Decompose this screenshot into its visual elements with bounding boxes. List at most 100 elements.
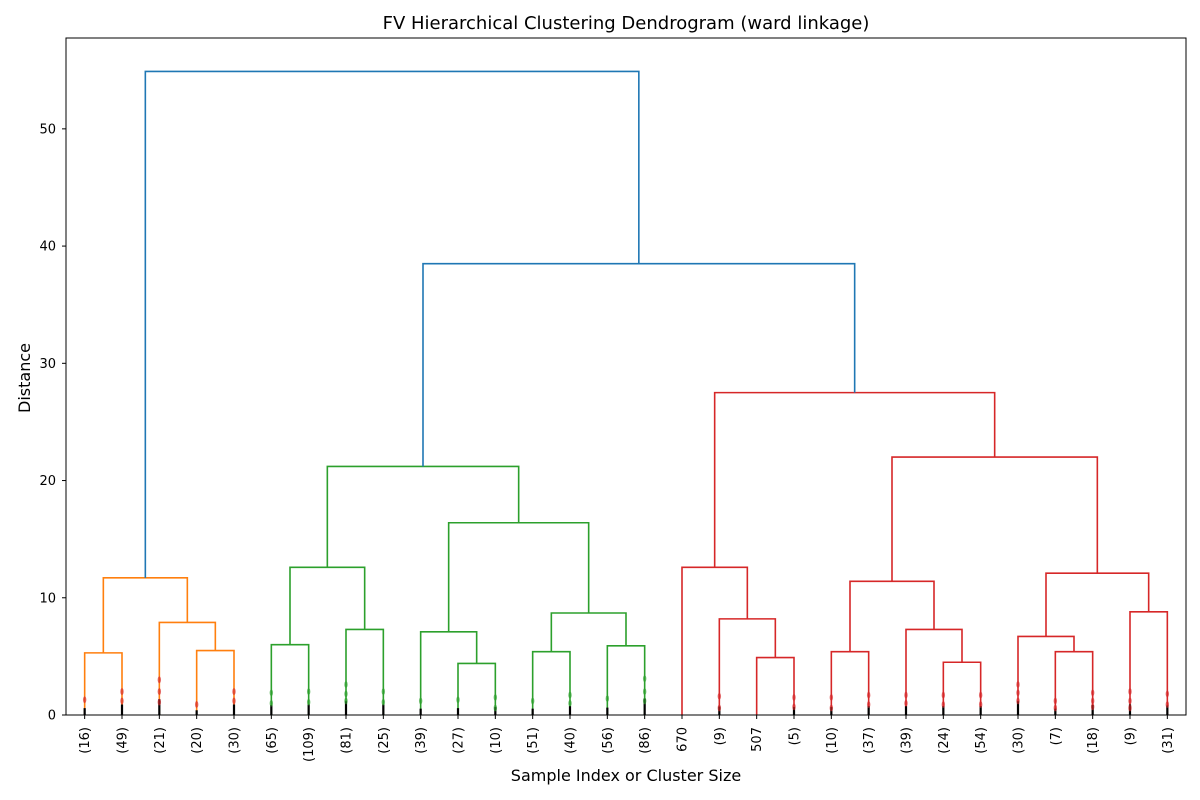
leaf-point-15-1 (642, 688, 647, 695)
leaf-label-15: (86) (638, 727, 653, 754)
leaf-point-29-1 (1165, 690, 1170, 698)
dendrogram-link-26 (713, 391, 996, 568)
leaf-label-29: (31) (1161, 727, 1176, 754)
leaf-label-11: (10) (489, 727, 504, 754)
leaf-point-26-1 (1053, 697, 1058, 705)
dendrogram-link-23 (1129, 611, 1169, 715)
leaf-label-0: (16) (78, 727, 93, 754)
dendrogram-link-10 (606, 645, 646, 715)
dendrogram-link-17 (830, 650, 870, 715)
leaf-point-13-1 (568, 691, 572, 699)
plot-frame (65, 37, 1187, 716)
dendrogram-links (83, 70, 1169, 715)
leaf-label-8: (25) (377, 727, 392, 754)
leaf-point-27-0 (1090, 703, 1095, 711)
dendrogram-link-25 (891, 456, 1099, 582)
leaf-point-28-0 (1128, 704, 1132, 712)
dendrogram-link-18 (942, 661, 982, 715)
leaf-label-10: (27) (452, 727, 467, 754)
leaf-label-3: (20) (190, 727, 205, 754)
y-tick-label-40: 40 (39, 240, 56, 255)
leaf-point-6-1 (306, 688, 311, 695)
y-axis-ticks: 0 10 20 30 40 50 (39, 122, 66, 724)
leaf-label-13: (40) (564, 727, 579, 754)
y-tick-label-20: 20 (39, 474, 56, 489)
leaf-point-19-1 (792, 694, 796, 701)
dendrogram-link-24 (1045, 572, 1150, 637)
plot-area: 0 10 20 30 40 50 (16) (49) (21) (20) (30) (65) (109… (39, 37, 1187, 762)
leaf-point-10-0 (456, 696, 460, 704)
dendrogram-link-15 (718, 618, 777, 715)
leaf-point-27-1 (1090, 697, 1095, 705)
dendrogram-link-22 (1017, 635, 1075, 715)
leaf-point-1-0 (120, 697, 124, 705)
leaf-point-2-2 (157, 676, 162, 684)
dendrogram-link-4 (270, 643, 310, 715)
dendrogram-link-16 (681, 566, 749, 715)
dendrogram-link-6 (289, 566, 366, 645)
leaf-point-24-0 (978, 701, 983, 708)
leaf-label-26: (7) (1049, 727, 1064, 745)
dendrogram-link-9 (531, 650, 571, 715)
leaf-label-2: (21) (153, 727, 168, 754)
y-tick-label-10: 10 (39, 591, 56, 606)
leaf-label-23: (24) (937, 727, 952, 754)
leaf-label-7: (81) (340, 727, 355, 754)
leaf-label-17: (9) (713, 727, 728, 745)
leaf-point-marks (82, 675, 1170, 715)
leaf-point-28-1 (1128, 697, 1132, 705)
leaf-point-23-1 (941, 691, 946, 699)
leaf-point-7-2 (344, 681, 348, 688)
y-tick-label-30: 30 (39, 357, 56, 372)
leaf-point-11-1 (493, 694, 498, 701)
leaf-point-11-0 (493, 704, 498, 712)
leaf-point-25-0 (1016, 697, 1020, 705)
leaf-point-4-0 (232, 697, 236, 705)
leaf-label-21: (37) (862, 727, 877, 754)
leaf-point-26-0 (1053, 704, 1058, 712)
leaf-point-24-1 (978, 691, 983, 699)
dendrogram-link-7 (457, 662, 497, 715)
leaf-label-1: (49) (116, 727, 131, 754)
leaf-point-29-0 (1165, 701, 1170, 708)
leaf-point-7-1 (344, 690, 348, 698)
y-tick-label-50: 50 (39, 122, 56, 137)
leaf-point-13-0 (568, 699, 572, 707)
leaf-point-15-0 (642, 697, 647, 705)
dendrogram-link-3 (102, 577, 189, 653)
dendrogram-link-28 (144, 70, 640, 578)
leaf-point-22-1 (904, 691, 908, 699)
leaf-point-17-1 (717, 692, 722, 700)
leaf-point-17-0 (717, 704, 722, 712)
leaf-point-15-2 (642, 675, 647, 683)
leaf-label-25: (30) (1012, 727, 1027, 754)
dendrogram-link-14 (755, 656, 795, 715)
dendrogram-link-20 (849, 580, 935, 652)
leaf-label-24: (54) (974, 727, 989, 754)
dendrogram-link-8 (419, 630, 478, 715)
leaf-label-6: (109) (302, 727, 317, 762)
leaf-label-28: (9) (1124, 727, 1139, 745)
dendrogram-link-2 (158, 621, 217, 715)
leaf-label-12: (51) (526, 727, 541, 754)
leaf-point-2-0 (157, 698, 162, 706)
chart-title: FV Hierarchical Clustering Dendrogram (w… (383, 13, 870, 34)
leaf-point-28-2 (1128, 688, 1132, 695)
leaf-point-3-0 (194, 701, 199, 708)
leaf-point-23-0 (941, 701, 946, 708)
leaf-point-2-1 (157, 688, 162, 695)
leaf-point-14-0 (605, 695, 610, 702)
leaf-point-25-2 (1016, 681, 1020, 688)
leaf-label-22: (39) (900, 727, 915, 754)
y-tick-label-0: 0 (48, 709, 56, 724)
dendrogram-link-19 (905, 628, 963, 715)
leaf-label-20: (10) (825, 727, 840, 754)
leaf-point-22-0 (904, 699, 908, 707)
leaf-label-4: (30) (228, 727, 243, 754)
leaf-label-5: (65) (265, 727, 280, 754)
leaf-point-1-1 (120, 688, 124, 695)
dendrogram-link-21 (1054, 650, 1094, 715)
leaf-point-12-0 (530, 697, 535, 705)
leaf-label-9: (39) (414, 727, 429, 754)
